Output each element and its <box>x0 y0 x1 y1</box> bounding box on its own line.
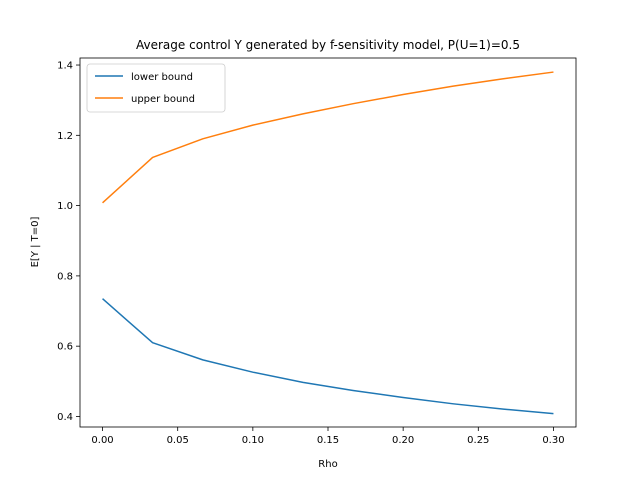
legend: lower bound upper bound <box>86 63 226 113</box>
x-tick-label: 0.15 <box>317 435 339 446</box>
series-line-0 <box>102 298 554 415</box>
y-tick-label: 1.0 <box>57 201 73 212</box>
y-tick-label: 1.4 <box>57 61 73 72</box>
y-tick-label: 1.2 <box>57 131 73 142</box>
x-tick-label: 0.20 <box>392 435 414 446</box>
y-tick-label: 0.4 <box>57 412 73 423</box>
y-axis-label: E[Y | T=0] <box>30 217 41 268</box>
x-tick-label: 0.05 <box>167 435 189 446</box>
legend-label: lower bound <box>131 72 193 83</box>
legend-label: upper bound <box>131 94 195 105</box>
x-tick-label: 0.25 <box>467 435 489 446</box>
plot-area: 0.00 0.05 0.10 0.15 0.20 0.25 0.30 0.4 0.6 0.8 1.0… <box>57 57 577 446</box>
x-tick-label: 0.00 <box>91 435 113 446</box>
y-tick-label: 0.6 <box>57 342 73 353</box>
y-tick-label: 0.8 <box>57 271 73 282</box>
chart-title: Average control Y generated by f-sensiti… <box>136 38 520 52</box>
axes-frame <box>79 57 577 428</box>
x-tick-label: 0.30 <box>542 435 564 446</box>
x-axis-label: Rho <box>318 459 337 470</box>
x-tick-label: 0.10 <box>242 435 264 446</box>
series-line-1 <box>102 71 554 204</box>
